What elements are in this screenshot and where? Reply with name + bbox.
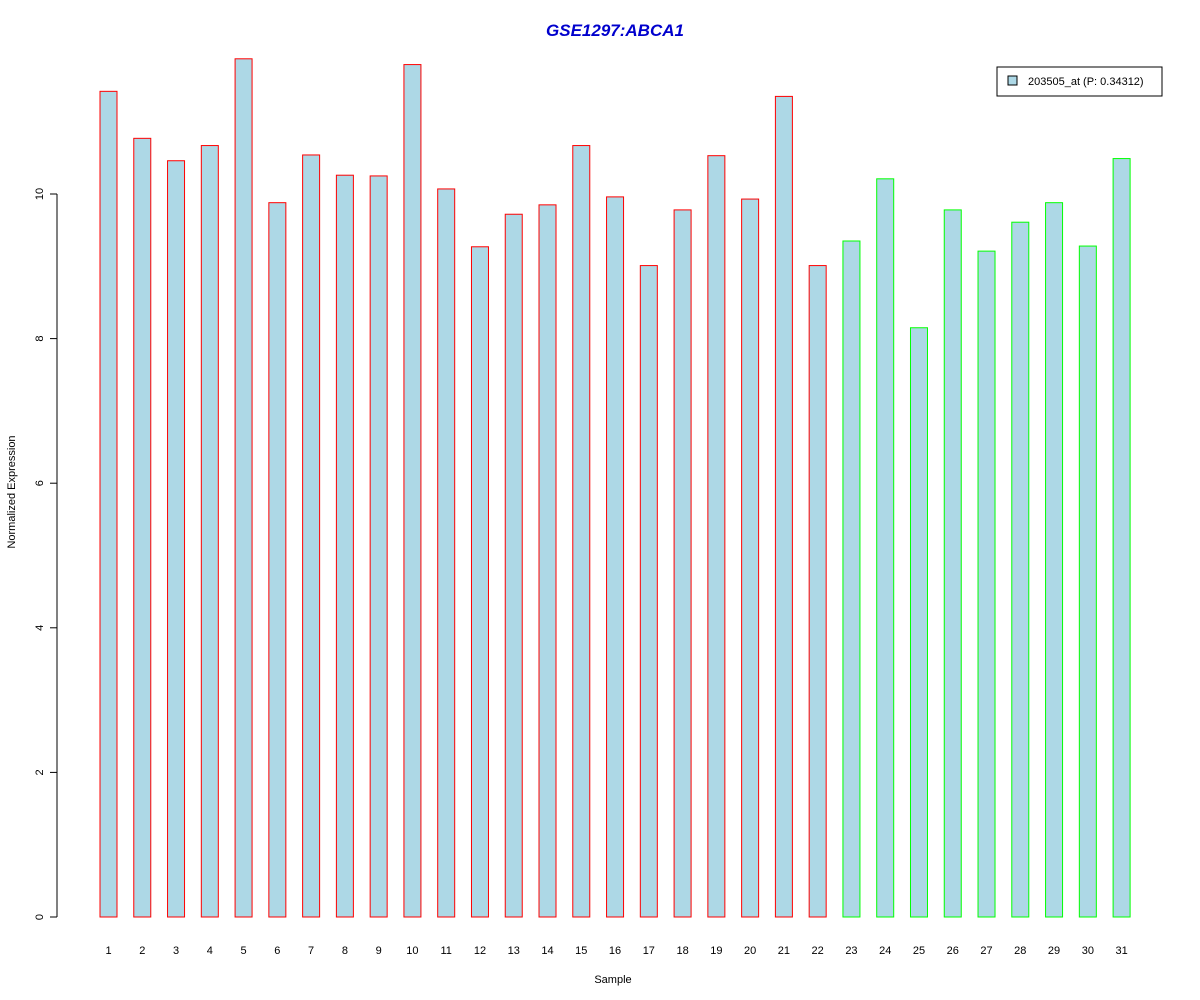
x-tick-label: 29 [1048,945,1060,957]
bar-sample-12 [470,246,489,918]
x-tick-label: 27 [980,945,992,957]
bar-sample-15 [572,145,591,918]
bar-sample-10 [403,64,422,918]
x-tick-label: 21 [778,945,790,957]
bar-sample-31 [1112,158,1131,918]
x-tick-label: 7 [308,945,314,957]
x-tick-label: 13 [508,945,520,957]
x-tick-label: 14 [541,945,553,957]
bar-sample-14 [538,204,557,918]
bar-sample-4 [200,145,219,918]
x-tick-label: 19 [710,945,722,957]
x-tick-label: 3 [173,945,179,957]
bar-sample-27 [977,250,996,918]
bar-sample-11 [437,188,456,918]
bar-sample-29 [1045,202,1064,918]
chart-title: GSE1297:ABCA1 [546,21,684,40]
x-tick-label: 31 [1115,945,1127,957]
y-tick-label: 6 [34,480,46,486]
x-tick-label: 6 [274,945,280,957]
bar-sample-16 [606,196,625,918]
x-tick-label: 26 [947,945,959,957]
x-tick-label: 12 [474,945,486,957]
y-tick-label: 2 [34,769,46,775]
bar-sample-6 [268,202,287,918]
y-tick-label: 0 [34,914,46,920]
bar-sample-22 [808,265,827,918]
x-tick-label: 5 [241,945,247,957]
x-tick-label: 1 [105,945,111,957]
x-tick-label: 15 [575,945,587,957]
legend-box [996,66,1163,97]
y-tick-label: 10 [34,188,46,200]
bar-sample-9 [369,175,388,918]
bar-sample-13 [504,213,523,918]
bar-sample-19 [707,155,726,918]
x-tick-labels: 1 2 3 4 5 6 7 8 9 10 11 12 13 14 15 16 17 18 19 20 21 22 23 24 2… [105,945,1127,957]
y-axis-label: Normalized Expression [6,435,18,548]
x-tick-label: 22 [812,945,824,957]
bar-sample-26 [943,209,962,918]
bar-sample-30 [1078,245,1097,918]
bar-sample-28 [1011,221,1030,918]
bar-sample-8 [335,174,354,918]
x-tick-label: 11 [440,945,451,957]
x-tick-label: 25 [913,945,925,957]
bar-sample-17 [639,265,658,918]
bar-sample-23 [842,240,861,918]
y-tick-label: 8 [34,336,46,342]
bar-sample-2 [133,137,152,918]
x-tick-label: 17 [643,945,655,957]
bar-sample-21 [774,95,793,918]
legend-swatch [1007,75,1018,86]
x-tick-label: 16 [609,945,621,957]
x-tick-label: 28 [1014,945,1026,957]
bar-sample-3 [167,160,186,918]
y-tick-label: 4 [34,625,46,631]
y-axis: 0 2 4 6 8 10 [34,188,58,920]
bar-sample-18 [673,209,692,918]
bar-sample-24 [876,178,895,918]
x-tick-label: 23 [845,945,857,957]
x-tick-label: 4 [207,945,213,957]
x-axis-label: Sample [594,974,631,986]
legend-label: 203505_at (P: 0.34312) [1028,76,1144,88]
x-tick-label: 30 [1082,945,1094,957]
x-tick-label: 8 [342,945,348,957]
bar-sample-5 [234,58,253,918]
bar-sample-20 [741,198,760,918]
x-tick-label: 2 [139,945,145,957]
legend: 203505_at (P: 0.34312) [996,66,1163,97]
x-tick-label: 20 [744,945,756,957]
bar-sample-7 [302,154,321,918]
bar-sample-1 [99,90,118,918]
x-tick-label: 24 [879,945,891,957]
x-tick-label: 18 [676,945,688,957]
bar-sample-25 [909,327,928,918]
x-tick-label: 10 [406,945,418,957]
x-tick-label: 9 [376,945,382,957]
bars-group [99,58,1131,918]
